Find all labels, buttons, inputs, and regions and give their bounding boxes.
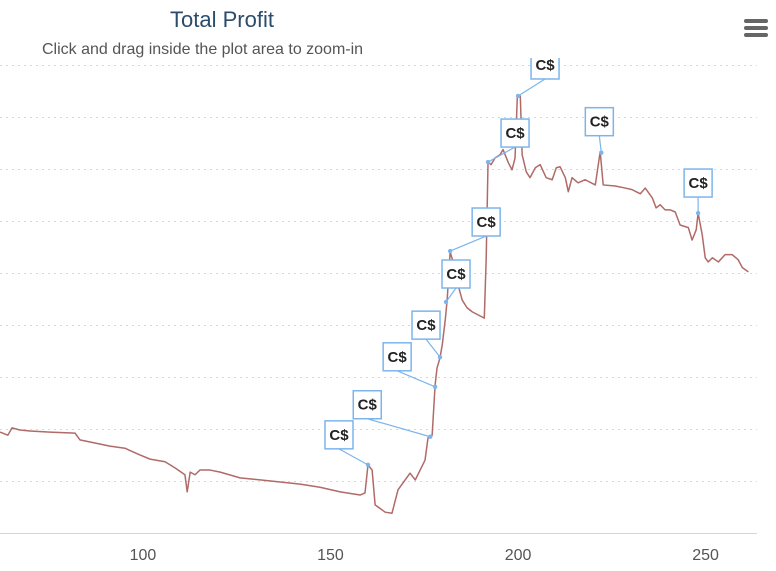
x-tick-label: 150 <box>317 547 344 564</box>
annotation-point <box>365 462 371 468</box>
annotation-point <box>428 434 433 439</box>
annotation: C$ <box>352 390 433 439</box>
series-line <box>0 95 749 514</box>
annotation-point <box>447 248 453 254</box>
annotation-connector <box>598 135 602 153</box>
annotation-box <box>683 168 713 198</box>
annotation-connector <box>449 235 487 252</box>
plot-area: C$ C$ C$ C$ C$ C$ C$ C$ C$ C$ <box>0 57 749 514</box>
annotation-box <box>352 390 383 420</box>
annotation-point <box>432 384 438 390</box>
annotation-connector <box>367 418 431 438</box>
annotation-point <box>443 299 449 305</box>
annotation: C$ <box>447 207 501 254</box>
annotation-connector <box>517 78 546 97</box>
annotation-point <box>485 159 491 165</box>
annotation-connector <box>445 287 457 303</box>
annotation-box <box>441 259 471 289</box>
annotation: C$ <box>411 310 443 360</box>
x-tick-label: 100 <box>130 547 157 564</box>
annotation-box <box>324 420 354 450</box>
annotation-point <box>695 210 701 216</box>
annotation-label: C$ <box>388 349 408 366</box>
annotation-label: C$ <box>446 266 466 283</box>
annotation: C$ <box>441 259 471 305</box>
annotation-point <box>515 93 521 99</box>
annotation-label: C$ <box>358 397 378 414</box>
annotation-label: C$ <box>590 114 610 131</box>
annotation: C$ <box>324 420 371 468</box>
annotation-label: C$ <box>416 317 436 334</box>
annotation: C$ <box>382 342 438 390</box>
annotation-box <box>471 207 501 237</box>
annotation: C$ <box>485 118 530 165</box>
annotation-connector <box>338 448 369 466</box>
menu-button[interactable] <box>738 12 774 44</box>
annotation-label: C$ <box>505 125 525 142</box>
annotation-connector <box>487 146 516 163</box>
annotation-box <box>530 58 560 80</box>
annotation-label: C$ <box>477 214 497 231</box>
chart-subtitle: Click and drag inside the plot area to z… <box>42 41 363 58</box>
annotation: C$ <box>683 168 713 216</box>
chart-title: Total Profit <box>170 7 274 32</box>
annotation-box <box>500 118 530 148</box>
annotation: C$ <box>515 57 560 99</box>
annotation: C$ <box>584 106 615 155</box>
annotation-box <box>382 342 412 372</box>
annotation-connector <box>425 338 441 358</box>
annotation-label: C$ <box>689 175 709 192</box>
annotation-label: C$ <box>535 57 555 74</box>
annotation-connector <box>396 370 436 388</box>
annotation-box <box>411 310 441 340</box>
annotation-label: C$ <box>329 427 349 444</box>
annotation-point <box>599 150 604 155</box>
x-tick-label: 250 <box>692 547 719 564</box>
annotation-point <box>437 354 443 360</box>
annotation-box <box>584 106 615 137</box>
x-tick-label: 200 <box>505 547 532 564</box>
